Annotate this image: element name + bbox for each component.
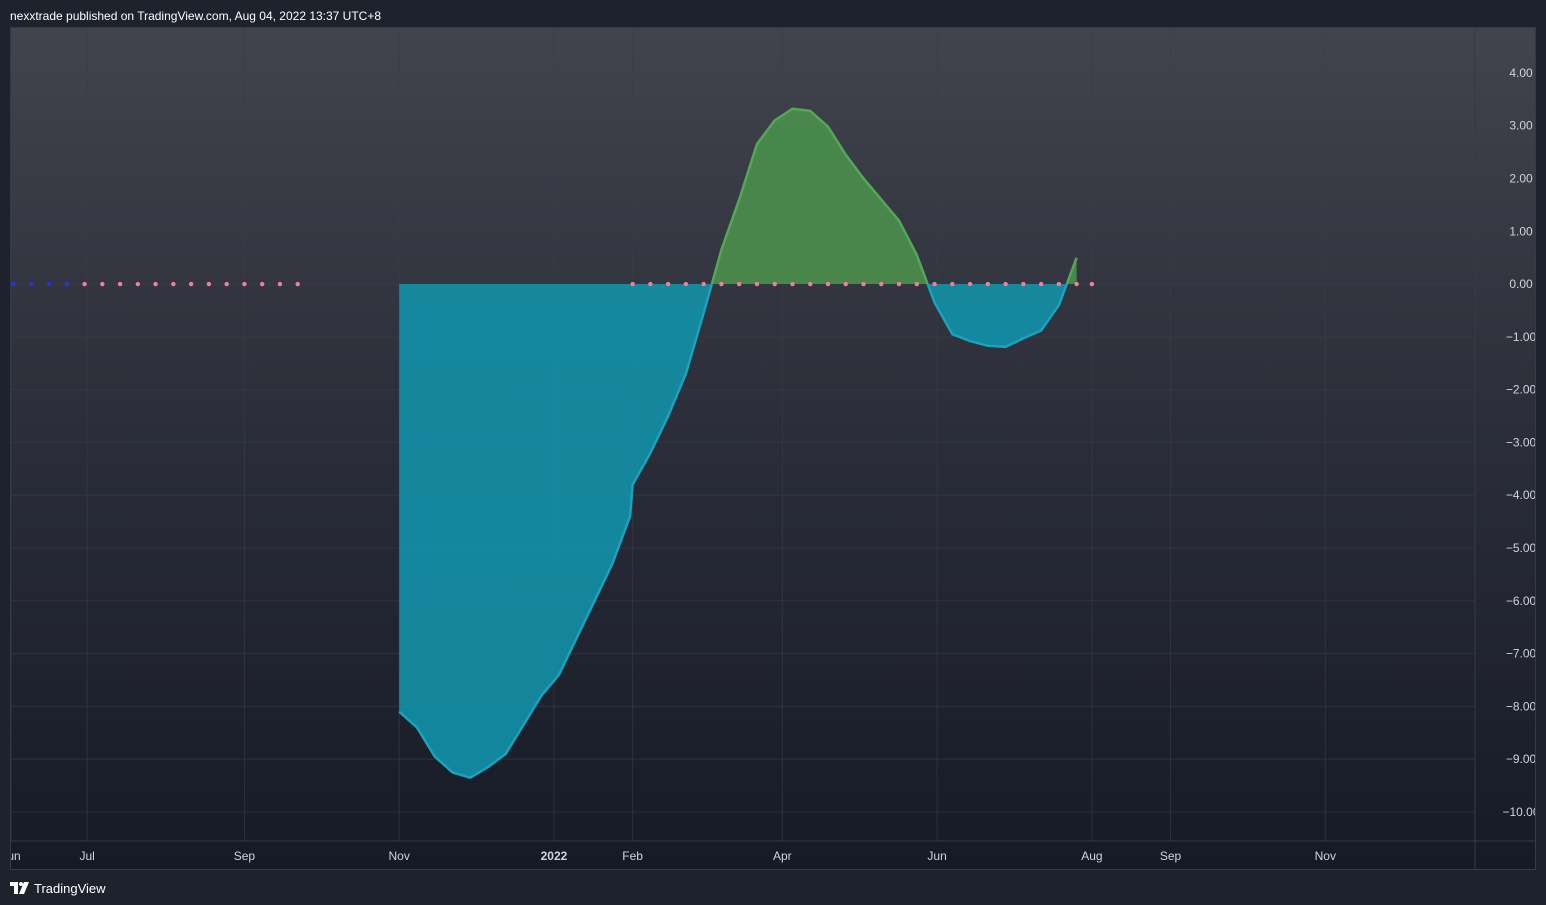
y-tick-label: 3.00 — [1509, 119, 1533, 133]
zero-line-dot — [224, 281, 229, 287]
tradingview-logo-icon — [10, 882, 29, 894]
x-tick-label: Apr — [773, 849, 792, 863]
x-tick-label: Jun — [11, 849, 21, 863]
negative-area — [399, 284, 712, 778]
zero-line-dot — [914, 281, 920, 287]
zero-line-dot — [206, 281, 212, 287]
zero-line-dot — [630, 281, 635, 287]
positive-line — [1065, 257, 1078, 285]
x-tick-label: 2022 — [541, 849, 568, 863]
positive-area — [711, 108, 928, 285]
y-tick-label: 4.00 — [1509, 66, 1533, 80]
zero-line-dot — [896, 281, 902, 287]
y-tick-label: 0.00 — [1509, 277, 1533, 291]
chart-pane[interactable]: 4.00 3.00 2.00 1.00 0.00 −1.00 −2.00 −3.00 −4.00… — [10, 27, 1536, 870]
zero-line-dot — [736, 281, 742, 287]
y-tick-label: −8.00 — [1506, 699, 1535, 713]
oscillator-chart[interactable]: 4.00 3.00 2.00 1.00 0.00 −1.00 −2.00 −3.00 −4.00… — [11, 28, 1535, 869]
footer-brand[interactable]: TradingView — [10, 880, 106, 896]
y-tick-label: −3.00 — [1506, 435, 1535, 449]
zero-line-dot — [64, 281, 70, 287]
y-tick-label: −9.00 — [1506, 752, 1535, 766]
x-tick-label: Feb — [622, 849, 643, 863]
y-tick-label: −10.00 — [1502, 805, 1535, 819]
zero-line-dot — [985, 281, 991, 287]
zero-line-dot — [11, 281, 16, 287]
zero-line-dot — [277, 281, 283, 287]
zero-line-dot — [188, 281, 194, 287]
y-tick-label: −7.00 — [1506, 647, 1535, 661]
zero-line-dot — [825, 281, 831, 287]
x-tick-label: Sep — [234, 849, 256, 863]
zero-line-dot — [46, 281, 52, 287]
x-tick-label: Aug — [1081, 849, 1102, 863]
zero-line-dot — [772, 281, 777, 287]
zero-line-dot — [117, 281, 123, 287]
zero-line-dot — [950, 281, 955, 287]
positive-line — [710, 107, 929, 285]
negative-line — [398, 283, 714, 779]
zero-line-dot — [153, 281, 158, 287]
zero-line-dot — [790, 281, 795, 287]
zero-line-dot — [100, 281, 105, 287]
negative-line — [926, 283, 1068, 349]
zero-line-dot — [967, 281, 973, 287]
y-tick-label: −1.00 — [1506, 330, 1535, 344]
zero-line-dot — [1074, 281, 1079, 287]
negative-area — [927, 284, 1067, 347]
zero-line-dot — [29, 281, 34, 287]
x-tick-label: Jun — [927, 849, 946, 863]
y-tick-label: −2.00 — [1506, 383, 1535, 397]
zero-line-dot — [259, 281, 265, 287]
zero-line-dot — [171, 281, 176, 287]
zero-line-dot — [843, 281, 848, 287]
zero-line-dot — [879, 281, 884, 287]
zero-line-dot — [242, 281, 247, 287]
zero-line-dot — [932, 281, 937, 287]
x-tick-label: Jul — [79, 849, 94, 863]
zero-line-dot — [1089, 281, 1095, 287]
y-tick-label: −5.00 — [1506, 541, 1535, 555]
zero-line-dot — [665, 281, 671, 287]
zero-line-dot — [754, 281, 760, 287]
x-tick-label: Nov — [389, 849, 410, 863]
zero-line-dot — [648, 281, 653, 287]
zero-line-dot — [701, 281, 706, 287]
y-tick-label: −6.00 — [1506, 594, 1535, 608]
publish-info: nexxtrade published on TradingView.com, … — [10, 9, 382, 23]
zero-line-dot — [295, 281, 300, 287]
zero-line-dot — [1038, 281, 1044, 287]
zero-line-dot — [861, 281, 866, 287]
zero-line-dot — [683, 281, 689, 287]
y-tick-label: 2.00 — [1509, 171, 1533, 185]
y-tick-label: −4.00 — [1506, 488, 1535, 502]
zero-line-dot — [82, 281, 87, 287]
brand-name: TradingView — [34, 880, 106, 896]
y-tick-label: 1.00 — [1509, 224, 1533, 238]
zero-line-dot — [1021, 281, 1026, 287]
zero-line-dot — [1056, 281, 1062, 287]
zero-line-dot — [1003, 281, 1008, 287]
x-tick-label: Sep — [1160, 849, 1182, 863]
zero-line-dot — [719, 281, 724, 287]
x-tick-label: Nov — [1315, 849, 1336, 863]
zero-line-dot — [808, 281, 813, 287]
zero-line-dot — [135, 281, 141, 287]
